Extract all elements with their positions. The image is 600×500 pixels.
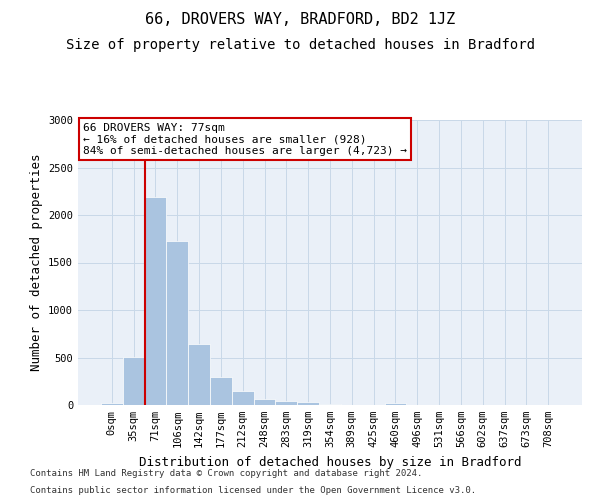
Bar — [210, 378, 232, 405]
Text: Contains public sector information licensed under the Open Government Licence v3: Contains public sector information licen… — [30, 486, 476, 495]
Bar — [319, 404, 341, 405]
Bar — [123, 356, 145, 405]
Bar — [101, 402, 123, 405]
Bar — [385, 403, 406, 405]
Text: 66 DROVERS WAY: 77sqm
← 16% of detached houses are smaller (928)
84% of semi-det: 66 DROVERS WAY: 77sqm ← 16% of detached … — [83, 123, 407, 156]
Bar — [145, 197, 166, 405]
Bar — [275, 401, 297, 405]
Text: Contains HM Land Registry data © Crown copyright and database right 2024.: Contains HM Land Registry data © Crown c… — [30, 468, 422, 477]
Bar — [297, 402, 319, 405]
Bar — [232, 391, 254, 405]
Bar — [254, 399, 275, 405]
Text: 66, DROVERS WAY, BRADFORD, BD2 1JZ: 66, DROVERS WAY, BRADFORD, BD2 1JZ — [145, 12, 455, 28]
Bar — [188, 344, 210, 405]
Text: Size of property relative to detached houses in Bradford: Size of property relative to detached ho… — [65, 38, 535, 52]
Bar — [166, 240, 188, 405]
Y-axis label: Number of detached properties: Number of detached properties — [29, 154, 43, 371]
X-axis label: Distribution of detached houses by size in Bradford: Distribution of detached houses by size … — [139, 456, 521, 468]
